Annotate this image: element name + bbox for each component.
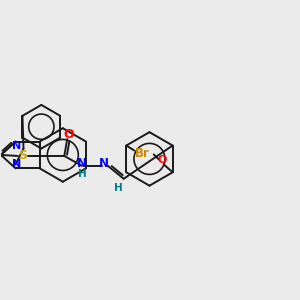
Text: N: N [12, 159, 21, 170]
Text: H: H [114, 183, 123, 193]
Text: Br: Br [135, 147, 150, 160]
Text: H: H [78, 169, 86, 179]
Text: N: N [77, 158, 87, 170]
Text: O: O [63, 128, 74, 141]
Text: N: N [99, 158, 109, 170]
Text: S: S [18, 149, 27, 162]
Text: N: N [12, 140, 21, 151]
Text: O: O [157, 155, 167, 165]
